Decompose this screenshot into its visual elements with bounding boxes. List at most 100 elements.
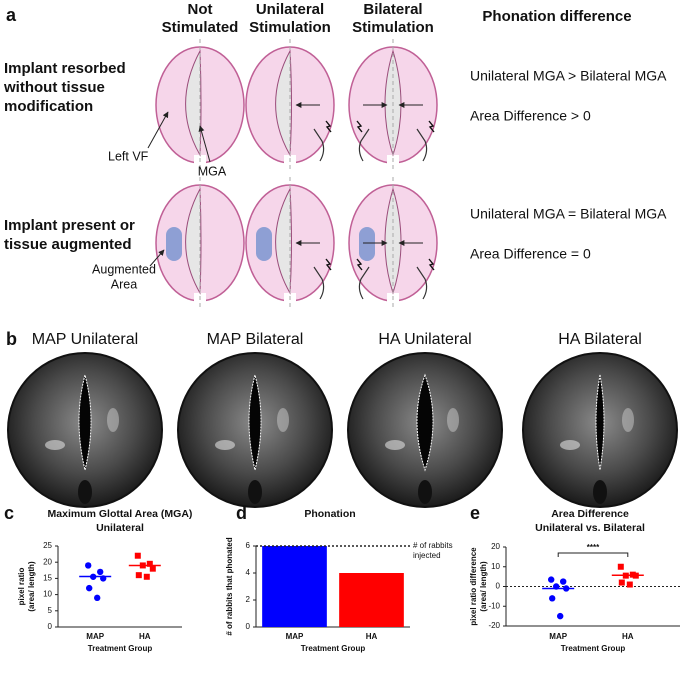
significance-label: **** — [587, 543, 600, 552]
bar — [262, 546, 327, 627]
x-axis-label: Treatment Group — [561, 644, 626, 653]
electrode — [313, 128, 325, 162]
significance-bracket — [557, 552, 629, 557]
electrode — [313, 266, 325, 300]
augmented-area — [359, 227, 375, 261]
x-axis-label: Treatment Group — [88, 644, 153, 653]
panel-label: c — [4, 503, 14, 523]
bolt — [325, 120, 332, 133]
leader — [147, 111, 169, 149]
chart-title: Unilateral — [96, 522, 144, 534]
point — [549, 595, 556, 602]
column-header: Stimulation — [352, 19, 434, 36]
column-header: Phonation difference — [482, 8, 631, 25]
row-label: without tissue — [3, 79, 105, 96]
x-tick-label: MAP — [286, 632, 304, 641]
dark-spot — [593, 480, 607, 504]
image-title: MAP Bilateral — [207, 331, 304, 348]
electrode — [358, 266, 370, 300]
bolt — [325, 258, 332, 271]
glottis-image — [78, 373, 92, 471]
result-text: Area Difference = 0 — [470, 246, 591, 262]
point — [86, 584, 93, 592]
result-text: Unilateral MGA = Bilateral MGA — [470, 206, 667, 222]
reference-label: injected — [413, 551, 441, 560]
y-tick-label: 2 — [246, 595, 251, 604]
point — [94, 594, 101, 602]
column-header: Stimulation — [249, 19, 331, 36]
y-tick-label: 0 — [496, 582, 501, 591]
point — [548, 576, 555, 583]
y-axis-label: (area/ length) — [27, 561, 36, 612]
highlight — [45, 440, 65, 450]
point — [135, 572, 142, 579]
y-axis-label: pixel ratio difference — [469, 547, 478, 626]
result-text: Unilateral MGA > Bilateral MGA — [470, 68, 667, 84]
bar — [339, 573, 404, 627]
x-axis-label: Treatment Group — [301, 644, 366, 653]
electrode — [416, 128, 428, 162]
augmented-area — [256, 227, 272, 261]
highlight — [385, 440, 405, 450]
y-tick-label: 4 — [246, 568, 251, 577]
point — [143, 573, 150, 580]
dark-spot — [78, 480, 92, 504]
panel-label: e — [470, 503, 480, 523]
annotation: MGA — [198, 164, 227, 178]
point — [146, 560, 153, 567]
chart-title: Phonation — [304, 508, 355, 520]
highlight — [215, 440, 235, 450]
row-label: modification — [4, 98, 93, 115]
bolt — [428, 258, 435, 271]
column-header: Stimulated — [162, 19, 239, 36]
panel-label: d — [236, 503, 247, 523]
result-text: Area Difference > 0 — [470, 108, 591, 124]
highlight — [622, 408, 634, 432]
highlight — [560, 440, 580, 450]
glottis-image — [595, 374, 605, 471]
chart-title: Area Difference — [551, 508, 629, 520]
dark-spot — [248, 480, 262, 504]
annotation: Area — [111, 277, 137, 291]
chart-title: Maximum Glottal Area (MGA) — [48, 508, 193, 520]
electrode — [416, 266, 428, 300]
y-axis-label: pixel ratio — [17, 567, 26, 605]
bolt — [356, 120, 363, 133]
y-tick-label: 0 — [48, 622, 53, 631]
dark-spot — [418, 480, 432, 504]
row-label: tissue augmented — [4, 236, 132, 253]
image-title: MAP Unilateral — [32, 331, 138, 348]
leader — [149, 249, 165, 267]
reference-label: # of rabbits — [413, 541, 453, 550]
y-axis-label: # of rabbits that phonated — [225, 537, 234, 635]
y-tick-label: 25 — [43, 541, 52, 550]
y-tick-label: -10 — [488, 601, 500, 610]
row-label: Implant present or — [4, 217, 135, 234]
point — [85, 562, 92, 569]
bolt — [428, 120, 435, 133]
chart-title: Unilateral vs. Bilateral — [535, 522, 645, 534]
column-header: Bilateral — [363, 1, 422, 18]
bolt — [356, 258, 363, 271]
y-tick-label: 15 — [43, 574, 52, 583]
highlight — [447, 408, 459, 432]
glottis-image — [416, 373, 434, 472]
x-tick-label: MAP — [86, 632, 104, 641]
x-tick-label: HA — [622, 632, 634, 641]
point — [560, 578, 567, 585]
leader — [198, 125, 211, 163]
point — [557, 612, 564, 620]
point — [149, 565, 156, 572]
y-tick-label: 0 — [246, 622, 251, 631]
augmented-area — [166, 227, 182, 261]
x-tick-label: MAP — [549, 632, 567, 641]
y-tick-label: 5 — [48, 606, 53, 615]
annotation: Augmented — [92, 262, 156, 276]
panel-label: b — [6, 329, 17, 349]
highlight — [107, 408, 119, 432]
image-title: HA Bilateral — [558, 331, 642, 348]
x-tick-label: HA — [139, 632, 151, 641]
glottis-image — [248, 373, 262, 471]
y-tick-label: 20 — [43, 557, 52, 566]
